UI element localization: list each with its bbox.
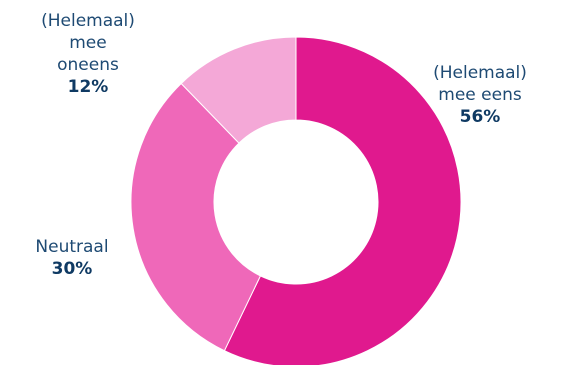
slice-label-2-line-0: (Helemaal) [41,11,135,31]
donut-slice-1 [130,82,262,352]
slice-label-1-line-0: Neutraal [35,237,108,257]
slice-label-0-line-0: (Helemaal) [433,63,527,83]
donut-slice-0 [223,36,462,365]
slice-value-0: 56% [460,107,501,127]
donut-slices [130,36,462,365]
slice-label-2-line-1: mee [69,33,106,53]
slice-labels: (Helemaal)mee eens56%Neutraal30%(Helemaa… [35,11,526,279]
slice-value-1: 30% [52,259,93,279]
slice-label-2-line-2: oneens [57,55,119,75]
slice-label-0-line-1: mee eens [438,85,522,105]
donut-slice-2 [180,36,297,144]
slice-value-2: 12% [68,77,109,97]
